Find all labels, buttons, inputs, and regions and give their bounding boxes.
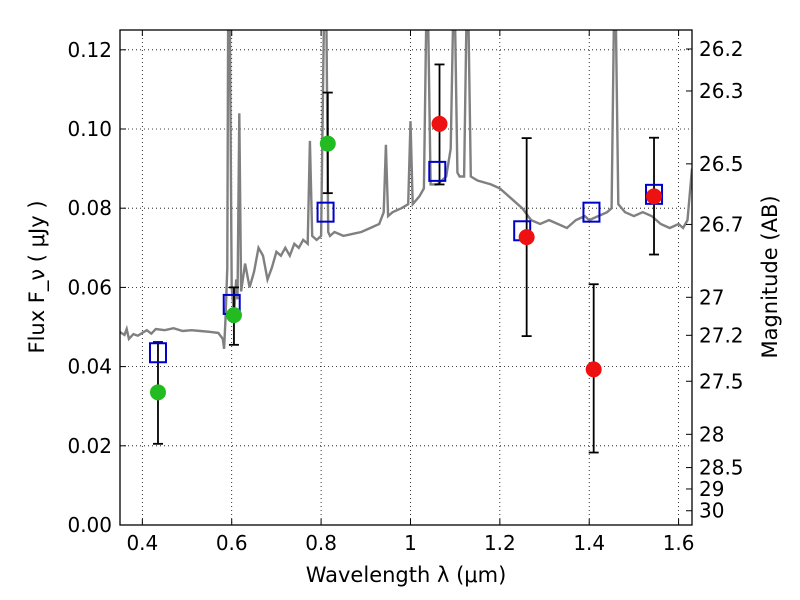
y-tick-label: 0.10 [67, 117, 112, 141]
grid-lines [120, 30, 692, 526]
data-point-circle [518, 229, 535, 246]
data-point-circle [585, 361, 602, 378]
right-tick-label: 26.3 [699, 79, 744, 103]
right-tick-label: 27.5 [699, 369, 744, 393]
y-tick-label: 0.02 [67, 434, 112, 458]
spectrum-line [120, 30, 692, 349]
data-point-circle [319, 135, 336, 152]
right-tick-label: 30 [699, 499, 724, 523]
model-point-square [316, 201, 335, 223]
right-tick-label: 26.2 [699, 37, 744, 61]
model-spectrum [120, 30, 692, 349]
data-markers [148, 63, 664, 454]
x-axis-label: Wavelength λ (μm) [306, 563, 507, 587]
right-tick-label: 28.5 [699, 456, 744, 480]
y-tick-label: 0.04 [67, 355, 112, 379]
right-tick-label: 26.5 [699, 152, 744, 176]
right-axis-label: Magnitude (AB) [758, 195, 782, 358]
model-point-square [582, 201, 601, 223]
right-tick-label: 29 [699, 477, 724, 501]
data-point-circle [149, 384, 166, 401]
y-tick-label: 0.12 [67, 38, 112, 62]
right-tick-label: 26.7 [699, 212, 744, 236]
y-tick-label: 0.06 [67, 275, 112, 299]
plot-frame [119, 29, 693, 526]
x-tick-label: 0.6 [216, 531, 248, 555]
x-tick-label: 1.4 [573, 531, 605, 555]
x-tick-label: 0.8 [305, 531, 337, 555]
data-point-circle [225, 307, 242, 324]
data-point-circle [431, 115, 448, 132]
right-tick-label: 27.2 [699, 323, 744, 347]
model-point-square [428, 160, 447, 182]
y-tick-label: 0.00 [67, 513, 112, 537]
right-tick-label: 27 [699, 285, 724, 309]
y-tick-label: 0.08 [67, 196, 112, 220]
x-tick-label: 0.4 [126, 531, 158, 555]
axes: 0.4 0.6 0.8 1 1.2 1.4 1.6 0.00 0.02 0.04 0.06 0.08 0… [67, 29, 744, 555]
model-point-square [148, 342, 167, 364]
right-tick-label: 28 [699, 422, 724, 446]
x-tick-label: 1 [404, 531, 417, 555]
x-tick-label: 1.6 [663, 531, 695, 555]
x-tick-label: 1.2 [484, 531, 516, 555]
y-axis-label: Flux F_ν ( μJy ) [25, 200, 50, 353]
data-point-circle [646, 188, 663, 205]
